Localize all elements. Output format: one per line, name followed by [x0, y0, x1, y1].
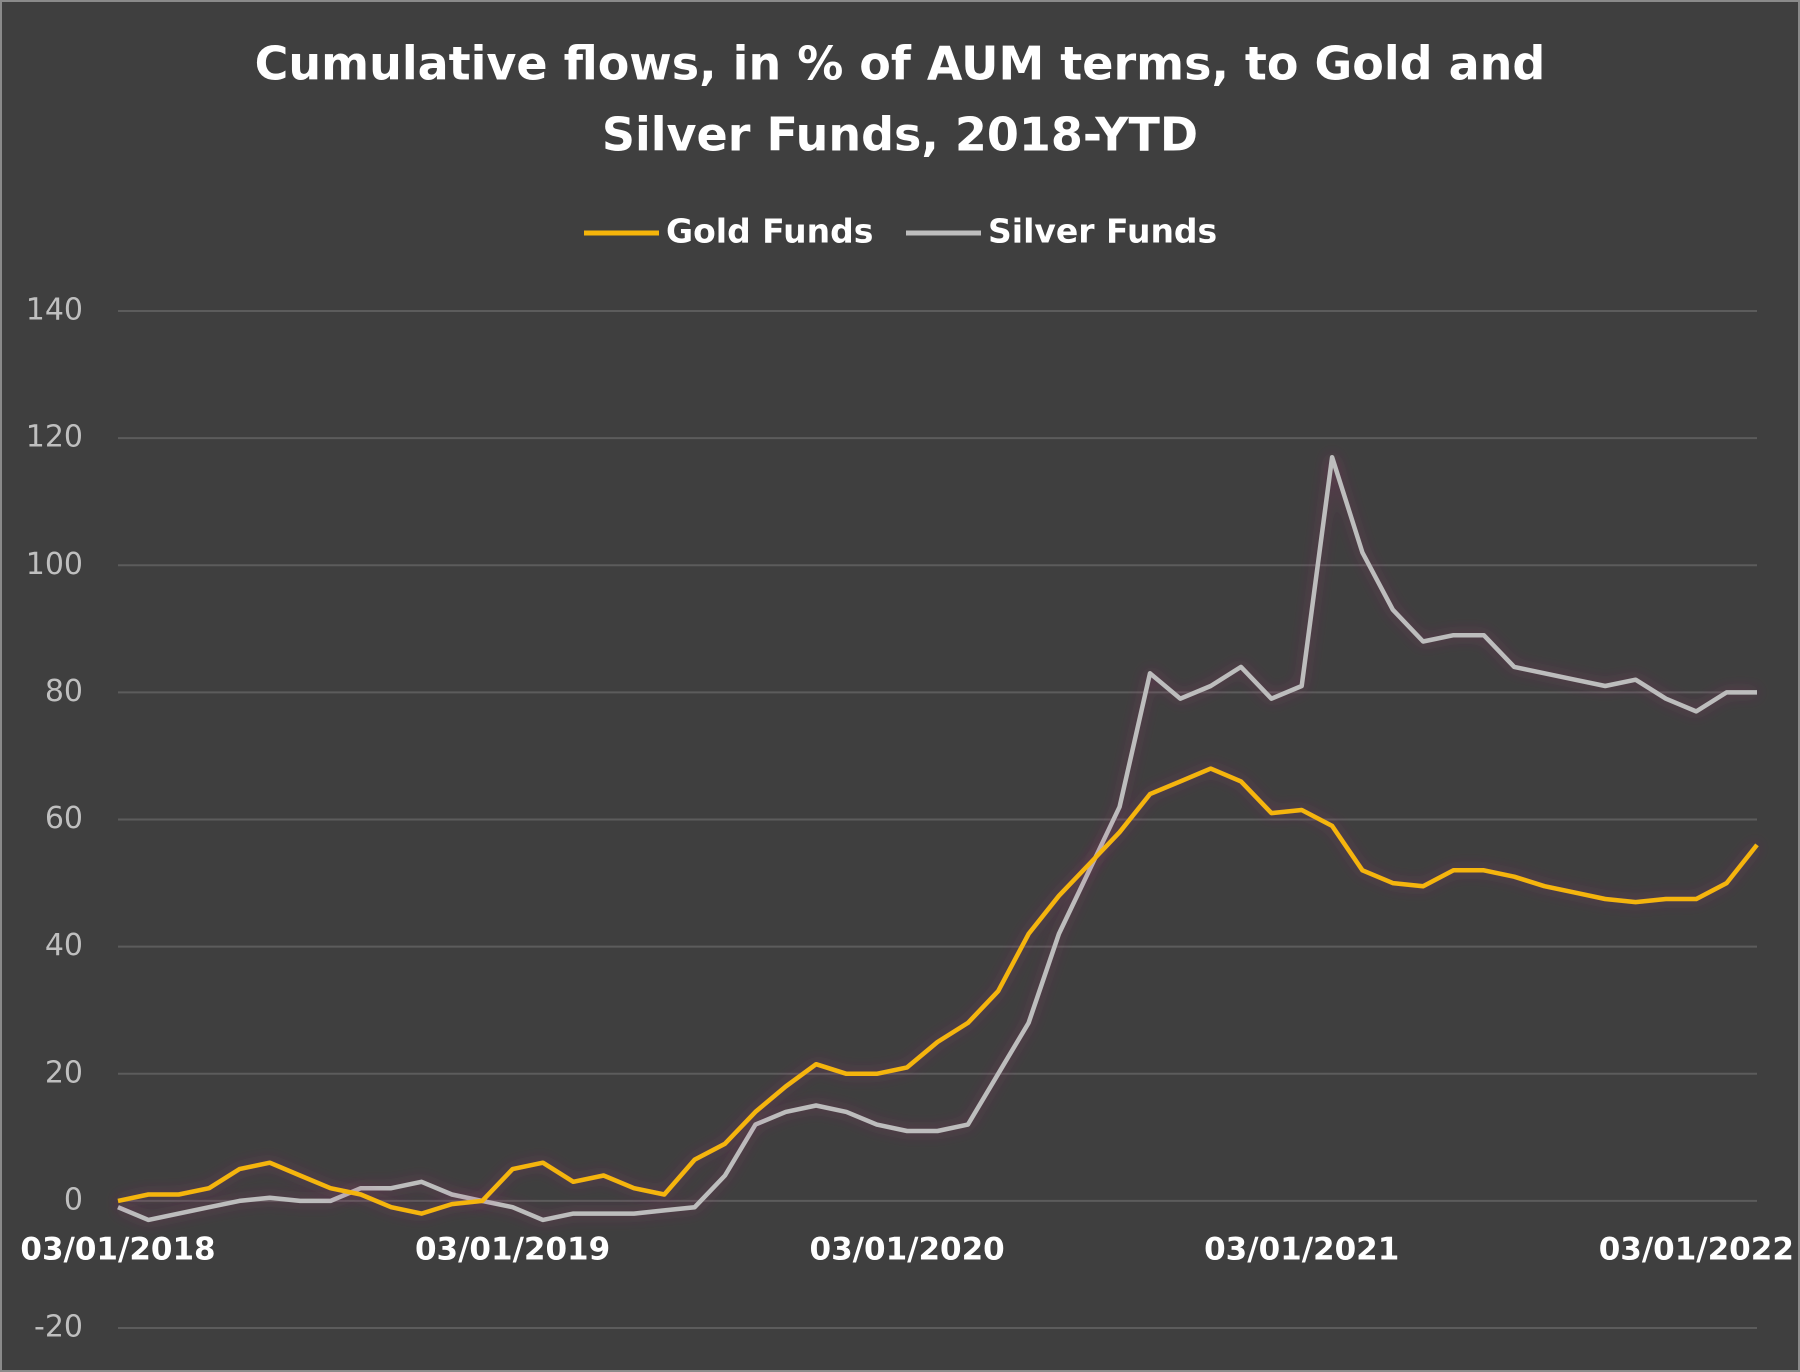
- plot-area: [117, 454, 1759, 1223]
- series-line: [117, 766, 1759, 1216]
- y-tick-label: 40: [45, 928, 83, 963]
- grid: [118, 310, 1757, 1329]
- y-tick-label: 80: [45, 674, 83, 709]
- legend-label: Silver Funds: [988, 212, 1217, 251]
- x-tick-label: 03/01/2021: [1204, 1231, 1399, 1267]
- y-tick-label: 60: [45, 801, 83, 836]
- y-tick-label: 0: [64, 1182, 83, 1217]
- x-tick-label: 03/01/2018: [20, 1231, 215, 1267]
- legend-label: Gold Funds: [666, 212, 873, 251]
- chart-title: Silver Funds, 2018-YTD: [602, 108, 1198, 162]
- series-line: [117, 454, 1757, 1223]
- y-tick-label: -20: [34, 1310, 83, 1345]
- x-tick-label: 03/01/2022: [1599, 1231, 1794, 1267]
- x-tick-label: 03/01/2019: [415, 1231, 610, 1267]
- y-tick-label: 20: [45, 1055, 83, 1090]
- chart-title: Cumulative flows, in % of AUM terms, to …: [255, 37, 1546, 91]
- x-tick-label: 03/01/2020: [810, 1231, 1005, 1267]
- y-tick-label: 120: [26, 420, 83, 455]
- y-tick-label: 140: [26, 293, 83, 328]
- y-tick-label: 100: [26, 547, 83, 582]
